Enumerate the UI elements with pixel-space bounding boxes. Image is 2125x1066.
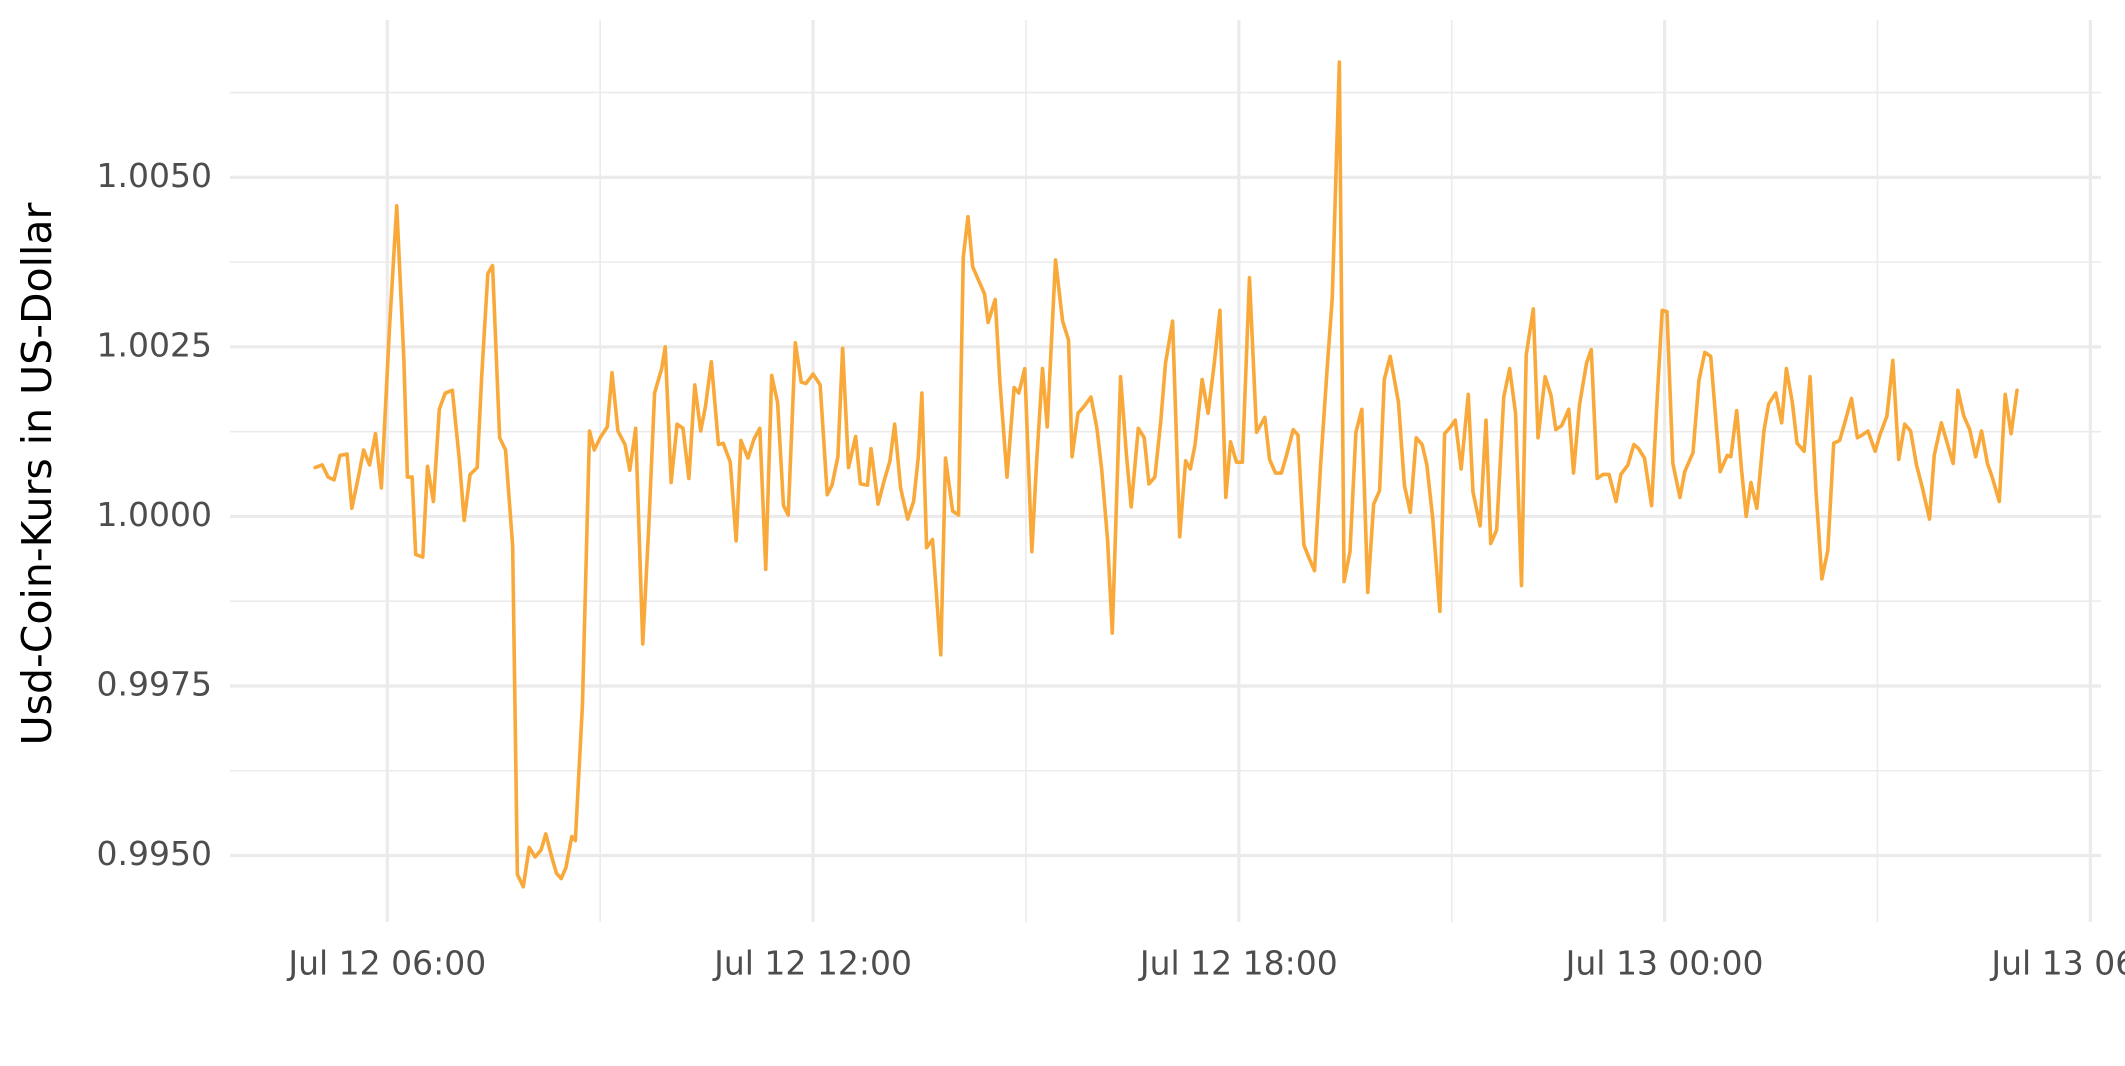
x-tick-label: Jul 12 18:00 <box>1138 944 1338 983</box>
x-tick-label: Jul 12 12:00 <box>712 944 912 983</box>
grid <box>230 20 2101 922</box>
y-tick-label: 0.9950 <box>97 834 212 873</box>
price-line <box>313 60 2019 889</box>
x-tick-label: Jul 12 06:00 <box>286 944 486 983</box>
y-tick-label: 1.0025 <box>97 325 212 364</box>
y-tick-label: 0.9975 <box>97 664 212 703</box>
axis-labels: 0.9950 0.9975 1.0000 1.0025 1.0050 Jul 12 06:… <box>97 156 2125 983</box>
plot-area <box>313 60 2019 889</box>
y-tick-label: 1.0000 <box>97 495 212 534</box>
x-tick-label: Jul 13 06:00 <box>1989 944 2125 983</box>
y-axis-title: Usd-Coin-Kurs in US-Dollar <box>13 202 61 745</box>
y-tick-label: 1.0050 <box>97 156 212 195</box>
x-tick-label: Jul 13 00:00 <box>1564 944 1764 983</box>
